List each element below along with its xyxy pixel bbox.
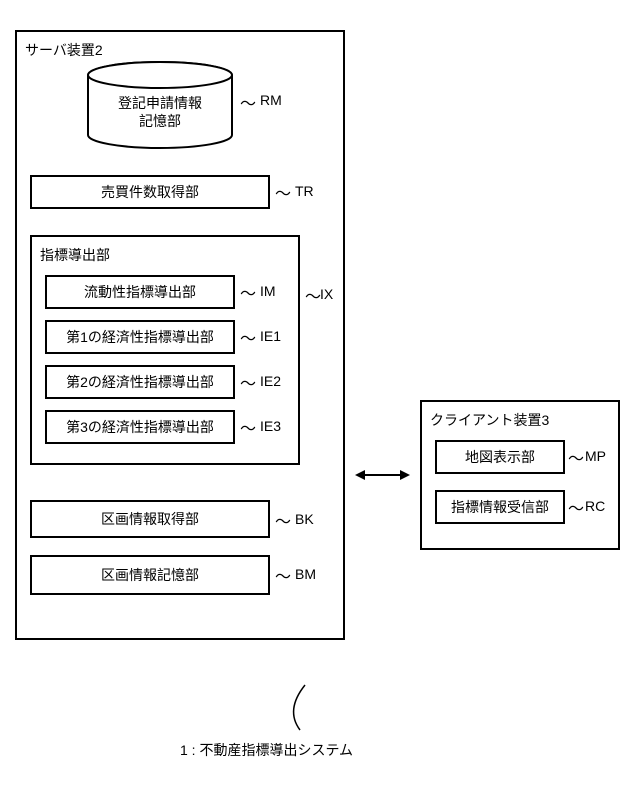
client-title: クライアント装置3 [430, 410, 549, 430]
text-bm: 区画情報記憶部 [101, 565, 199, 585]
box-ie2: 第2の経済性指標導出部 [45, 365, 235, 399]
text-tr: 売買件数取得部 [101, 182, 199, 202]
label-ie2: IE2 [260, 373, 281, 389]
label-ie3: IE3 [260, 418, 281, 434]
tilde-ie1: ～ [240, 325, 256, 349]
text-im: 流動性指標導出部 [84, 282, 196, 302]
label-tr: TR [295, 183, 314, 199]
double-arrow [355, 468, 410, 487]
tilde-ix: ～ [305, 283, 321, 307]
server-title: サーバ装置2 [25, 40, 103, 60]
tilde-ie3: ～ [240, 415, 256, 439]
cylinder-text-1: 登記申請情報 [118, 95, 202, 111]
box-bk: 区画情報取得部 [30, 500, 270, 538]
caption-text: 1 : 不動産指標導出システム [180, 740, 353, 760]
text-mp: 地図表示部 [465, 447, 535, 467]
box-im: 流動性指標導出部 [45, 275, 235, 309]
label-rm: RM [260, 92, 282, 108]
tilde-ie2: ～ [240, 370, 256, 394]
tilde-bk: ～ [275, 508, 291, 532]
tilde-rc: ～ [568, 495, 584, 519]
tilde-tr: ～ [275, 180, 291, 204]
tilde-im: ～ [240, 280, 256, 304]
cylinder-text-2: 記憶部 [139, 113, 181, 129]
box-bm: 区画情報記憶部 [30, 555, 270, 595]
pointer-curve [280, 680, 320, 740]
tilde-mp: ～ [568, 445, 584, 469]
box-ie3: 第3の経済性指標導出部 [45, 410, 235, 444]
label-bm: BM [295, 566, 316, 582]
tilde-bm: ～ [275, 563, 291, 587]
text-ie2: 第2の経済性指標導出部 [66, 372, 214, 392]
cylinder-rm: 登記申請情報 記憶部 [85, 60, 235, 150]
tilde-rm: ～ [240, 90, 256, 114]
label-bk: BK [295, 511, 314, 527]
box-mp: 地図表示部 [435, 440, 565, 474]
box-tr: 売買件数取得部 [30, 175, 270, 209]
label-ie1: IE1 [260, 328, 281, 344]
text-ie1: 第1の経済性指標導出部 [66, 327, 214, 347]
ix-title: 指標導出部 [40, 245, 110, 265]
text-rc: 指標情報受信部 [451, 497, 549, 517]
box-rc: 指標情報受信部 [435, 490, 565, 524]
text-bk: 区画情報取得部 [101, 509, 199, 529]
label-rc: RC [585, 498, 605, 514]
box-ie1: 第1の経済性指標導出部 [45, 320, 235, 354]
text-ie3: 第3の経済性指標導出部 [66, 417, 214, 437]
label-mp: MP [585, 448, 606, 464]
label-im: IM [260, 283, 276, 299]
label-ix: IX [320, 286, 333, 302]
